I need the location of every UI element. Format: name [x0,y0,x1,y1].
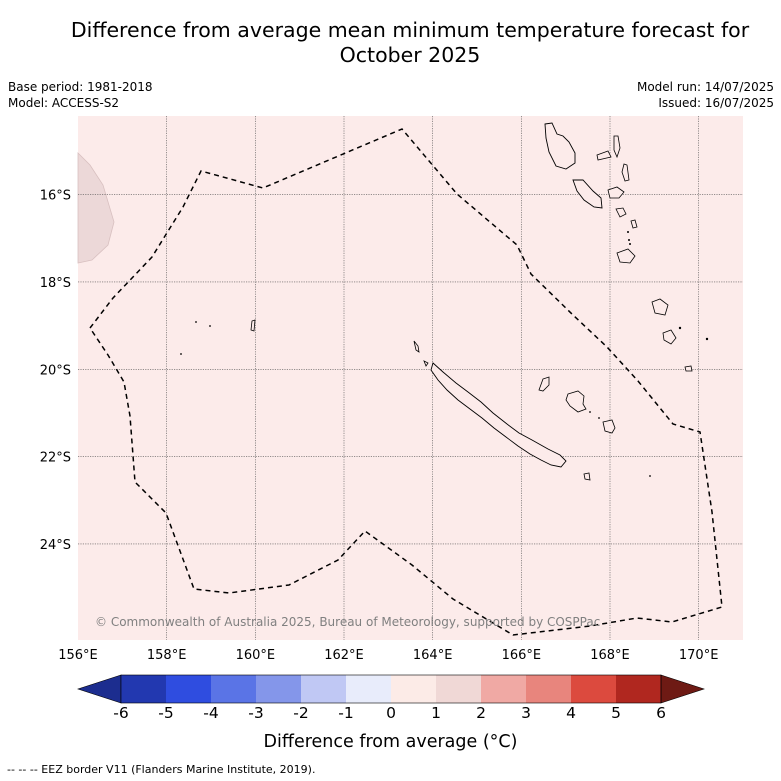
gridlines [78,116,743,640]
lon-tick-label: 156°E [58,648,98,663]
lat-tick-label: 24°S [40,538,71,553]
meta-left: Base period: 1981-2018 Model: ACCESS-S2 [8,79,153,111]
colorbar-tick-label: -3 [248,704,264,722]
meta-right: Model run: 14/07/2025 Issued: 16/07/2025 [637,79,774,111]
island-ouvea [538,376,550,392]
island-ambrym [607,186,625,199]
colorbar-tick-label: -6 [113,704,129,722]
colorbar-segment [616,675,661,703]
colorbar [77,674,705,704]
colorbar-segment [391,675,436,703]
island-erromango [651,298,669,316]
model-name: Model: ACCESS-S2 [8,96,120,110]
reef-dot [180,353,182,355]
title-line-2: October 2025 [339,43,481,67]
colorbar-segment [301,675,346,703]
base-period: Base period: 1981-2018 [8,80,153,94]
colorbar-extend-low [77,674,122,704]
island-tanna [662,329,677,345]
lon-tick-label: 164°E [413,648,453,663]
island-epi [615,207,627,218]
copyright-text: © Commonwealth of Australia 2025, Bureau… [95,615,600,629]
islet-north [413,340,420,353]
colorbar-extend-high [660,674,705,704]
colorbar-segment [571,675,616,703]
islet-north-2 [423,360,429,367]
lon-tick-label: 166°E [502,648,542,663]
title-line-1: Difference from average mean minimum tem… [70,18,750,42]
island-malo [596,150,612,161]
reef-dot [678,326,682,330]
colorbar-segment [526,675,571,703]
reef-dot [209,325,211,327]
footnote: -- -- -- EEZ border V11 (Flanders Marine… [7,763,316,776]
island-lifou [565,390,587,413]
colorbar-tick-label: -1 [338,704,354,722]
reef-dot [628,239,630,241]
colorbar-tick-label: 3 [521,704,531,722]
lat-tick-label: 18°S [40,276,71,291]
colorbar-tick-label: 1 [431,704,441,722]
colorbar-tick-label: -2 [293,704,309,722]
colorbar-segment [436,675,481,703]
colorbar-segment [211,675,256,703]
issued-date: Issued: 16/07/2025 [658,96,774,110]
reef-dot [629,243,631,245]
longitude-labels: 156°E 158°E 160°E 162°E 164°E 166°E 168°E 170°E [58,648,718,663]
lat-tick-label: 16°S [40,189,71,204]
lon-tick-label: 160°E [236,648,276,663]
island-malekula [572,179,603,209]
colorbar-label: Difference from average (°C) [263,732,518,752]
colorbar-frame [120,674,662,704]
lon-tick-label: 158°E [147,648,187,663]
lon-tick-label: 170°E [679,648,719,663]
colorbar-tick-label: 4 [566,704,576,722]
colorbar-segment [346,675,391,703]
island-espiritu-santo [544,122,576,170]
reef-islet [250,319,256,332]
lon-tick-label: 162°E [324,648,364,663]
lat-tick-label: 20°S [40,363,71,378]
reef-dot [598,417,600,419]
reef-dot [195,321,197,323]
colorbar-tick-label: 0 [386,704,396,722]
reef-dot [705,337,709,341]
map-title: Difference from average mean minimum tem… [40,18,780,68]
island-pentecost [621,163,630,182]
latitude-labels: 16°S 18°S 20°S 22°S 24°S [40,189,71,553]
land-shade-west [77,152,115,264]
colorbar-tick-label: -5 [158,704,174,722]
reef-dot [589,411,591,413]
reef-dot [627,231,629,233]
eez-border [89,128,723,636]
new-caledonia-island [430,362,567,468]
island-maewo [613,135,621,159]
lon-tick-label: 168°E [590,648,630,663]
colorbar-segment [121,675,166,703]
colorbar-tick-label: 6 [656,704,666,722]
colorbar-segment [481,675,526,703]
island-pines [583,472,591,481]
colorbar-tick-label: 5 [611,704,621,722]
colorbar-ticks: -6 -5 -4 -3 -2 -1 0 1 2 3 4 5 6 [0,704,781,726]
island-shepherd [630,219,638,229]
island-aneityum [684,365,693,372]
colorbar-tick-label: 2 [476,704,486,722]
colorbar-segment [256,675,301,703]
island-efate [616,248,636,264]
lat-tick-label: 22°S [40,451,71,466]
island-mare [602,419,616,434]
model-run: Model run: 14/07/2025 [636,80,774,94]
map-panel [78,116,743,640]
reef-dot [649,475,651,477]
colorbar-tick-label: -4 [203,704,219,722]
colorbar-segment [166,675,211,703]
